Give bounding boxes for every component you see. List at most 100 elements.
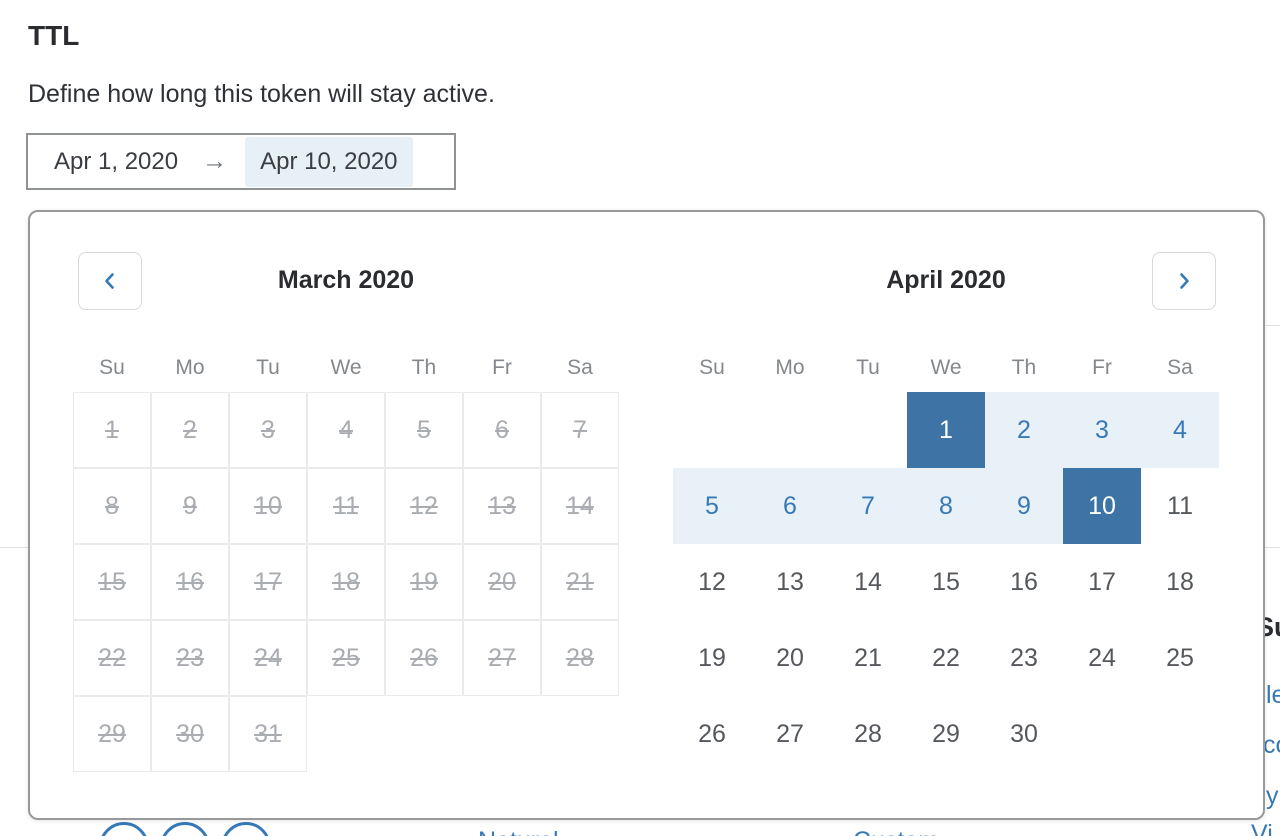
- month-panel-april: April 2020 Su Mo Tu We Th Fr Sa 1 2 3 4 5 6 7 8 9 10 11 1…: [673, 212, 1219, 822]
- step-circle[interactable]: [160, 822, 210, 836]
- background-link-fragment[interactable]: Vi: [1251, 820, 1273, 836]
- weekday-label: Sa: [567, 356, 593, 379]
- page-subtitle: Define how long this token will stay act…: [28, 80, 495, 108]
- day-cell-disabled: 8: [73, 468, 151, 544]
- weekday-label: Su: [699, 356, 725, 379]
- day-cell-disabled: 3: [229, 392, 307, 468]
- day-cell[interactable]: 26: [698, 719, 726, 748]
- background-link-fragment[interactable]: y: [1266, 782, 1279, 810]
- day-cell-disabled: 23: [151, 620, 229, 696]
- day-cell-in-range[interactable]: 7: [829, 468, 907, 544]
- background-link-fragment[interactable]: le: [1266, 681, 1280, 709]
- day-cell-disabled: 15: [73, 544, 151, 620]
- day-cell-selected[interactable]: 1: [907, 392, 985, 468]
- day-cell-selected[interactable]: 10: [1063, 468, 1141, 544]
- weekday-header-row: Su Mo Tu We Th Fr Sa: [73, 350, 619, 386]
- day-cell-disabled: 11: [307, 468, 385, 544]
- day-cell[interactable]: 14: [854, 567, 882, 596]
- background-link-fragment[interactable]: Natural: [478, 827, 559, 836]
- day-cell-disabled: 22: [73, 620, 151, 696]
- day-grid: 1 2 3 4 5 6 7 8 9 10 11 12 13 14 15 16 17 18 19 20 21 22 23 24 2…: [73, 392, 619, 772]
- day-cell-disabled: 18: [307, 544, 385, 620]
- end-date-value[interactable]: Apr 10, 2020: [245, 136, 413, 187]
- day-cell[interactable]: 19: [698, 643, 726, 672]
- day-cell-disabled: 9: [151, 468, 229, 544]
- day-cell-in-range[interactable]: 9: [985, 468, 1063, 544]
- day-cell[interactable]: 13: [776, 567, 804, 596]
- day-cell-in-range[interactable]: 8: [907, 468, 985, 544]
- day-cell-disabled: 10: [229, 468, 307, 544]
- day-cell-disabled: 28: [541, 620, 619, 696]
- month-panel-march: March 2020 Su Mo Tu We Th Fr Sa 1 2 3 4 5 6 7 8 9 10 11 1…: [73, 212, 619, 822]
- day-cell[interactable]: 28: [854, 719, 882, 748]
- day-cell-in-range[interactable]: 4: [1141, 392, 1219, 468]
- day-cell-disabled: 5: [385, 392, 463, 468]
- step-circle[interactable]: [221, 822, 271, 836]
- day-cell-in-range[interactable]: 5: [673, 468, 751, 544]
- day-cell[interactable]: 25: [1166, 643, 1194, 672]
- weekday-header-row: Su Mo Tu We Th Fr Sa: [673, 350, 1219, 386]
- date-range-input[interactable]: Apr 1, 2020 → Apr 10, 2020: [26, 133, 456, 190]
- day-cell-in-range[interactable]: 3: [1063, 392, 1141, 468]
- day-cell-disabled: 12: [385, 468, 463, 544]
- weekday-label: We: [330, 356, 362, 379]
- day-cell-disabled: 24: [229, 620, 307, 696]
- arrow-right-icon: →: [202, 147, 228, 175]
- day-cell[interactable]: 22: [932, 643, 960, 672]
- day-cell-disabled: 31: [229, 696, 307, 772]
- chevron-right-icon: [1173, 270, 1195, 292]
- day-cell[interactable]: 17: [1088, 567, 1116, 596]
- day-cell-disabled: 20: [463, 544, 541, 620]
- next-month-button[interactable]: [1152, 252, 1216, 310]
- day-cell[interactable]: 16: [1010, 567, 1038, 596]
- day-cell-disabled: 4: [307, 392, 385, 468]
- day-cell-disabled: 21: [541, 544, 619, 620]
- day-cell-disabled: 6: [463, 392, 541, 468]
- background-link-fragment[interactable]: Custom: [853, 827, 939, 836]
- step-circle[interactable]: [99, 822, 149, 836]
- day-cell[interactable]: 30: [1010, 719, 1038, 748]
- day-cell-in-range[interactable]: 6: [751, 468, 829, 544]
- day-cell-disabled: 27: [463, 620, 541, 696]
- empty-day-cell: [751, 392, 829, 468]
- chevron-left-icon: [99, 270, 121, 292]
- empty-day-cell: [673, 392, 751, 468]
- day-cell[interactable]: 21: [854, 643, 882, 672]
- weekday-label: Tu: [256, 356, 280, 379]
- month-title: March 2020: [277, 266, 415, 294]
- day-cell-disabled: 30: [151, 696, 229, 772]
- day-cell-in-range[interactable]: 2: [985, 392, 1063, 468]
- day-cell-disabled: 26: [385, 620, 463, 696]
- day-cell-disabled: 16: [151, 544, 229, 620]
- day-cell-disabled: 1: [73, 392, 151, 468]
- start-date-value[interactable]: Apr 1, 2020: [54, 147, 179, 175]
- day-cell-disabled: 14: [541, 468, 619, 544]
- day-cell[interactable]: 27: [776, 719, 804, 748]
- day-cell-disabled: 19: [385, 544, 463, 620]
- weekday-label: Mo: [775, 356, 805, 379]
- day-cell[interactable]: 15: [932, 567, 960, 596]
- day-cell-disabled: 13: [463, 468, 541, 544]
- day-cell[interactable]: 24: [1088, 643, 1116, 672]
- background-link-fragment[interactable]: co: [1263, 731, 1280, 759]
- weekday-label: Th: [411, 356, 437, 379]
- day-cell[interactable]: 20: [776, 643, 804, 672]
- empty-day-cell: [829, 392, 907, 468]
- weekday-label: Mo: [175, 356, 205, 379]
- weekday-label: Fr: [1092, 356, 1112, 379]
- weekday-label: Fr: [492, 356, 512, 379]
- month-title: April 2020: [886, 266, 1006, 294]
- day-cell[interactable]: 23: [1010, 643, 1038, 672]
- day-cell[interactable]: 12: [698, 567, 726, 596]
- day-cell-disabled: 7: [541, 392, 619, 468]
- day-cell[interactable]: 29: [932, 719, 960, 748]
- day-cell[interactable]: 11: [1167, 491, 1193, 520]
- day-cell[interactable]: 18: [1166, 567, 1194, 596]
- day-cell-disabled: 17: [229, 544, 307, 620]
- calendar-popup: March 2020 Su Mo Tu We Th Fr Sa 1 2 3 4 5 6 7 8 9 10 11 1…: [28, 210, 1265, 820]
- prev-month-button[interactable]: [78, 252, 142, 310]
- day-grid: 1 2 3 4 5 6 7 8 9 10 11 12 13 14 15 16 17 18 19 20 21 22 23 24 2…: [673, 392, 1219, 772]
- weekday-label: We: [930, 356, 962, 379]
- page-title: TTL: [28, 20, 80, 51]
